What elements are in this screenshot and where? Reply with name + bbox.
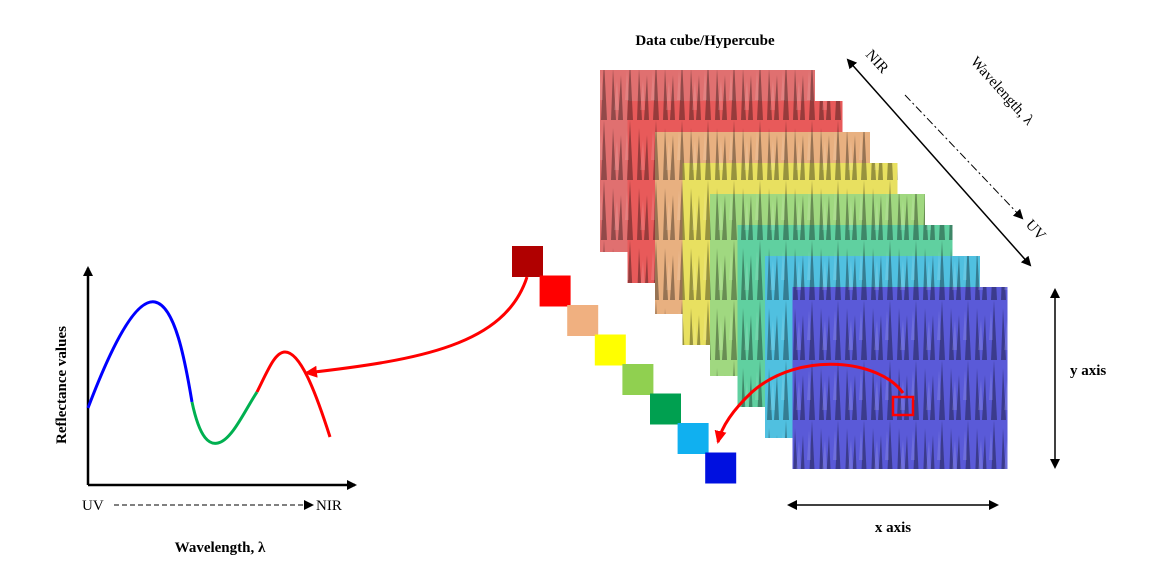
cube-layer-blue bbox=[792, 287, 1008, 469]
reflectance-plot: Reflectance values UV NIR Wavelength, λ bbox=[54, 266, 357, 556]
curve-uv-segment bbox=[86, 300, 194, 409]
pixel-square bbox=[594, 334, 626, 366]
pixel-to-spectrum-arrow bbox=[304, 276, 529, 378]
cube-wavelength-label: Wavelength, λ bbox=[967, 54, 1037, 129]
pixel-square bbox=[650, 393, 681, 425]
plot-y-label: Reflectance values bbox=[54, 326, 70, 444]
right-y-axis: y axis bbox=[1050, 288, 1106, 469]
right-x-axis: x axis bbox=[787, 500, 999, 536]
right-y-axis-label: y axis bbox=[1070, 363, 1106, 379]
plot-x-end-label: NIR bbox=[316, 498, 342, 514]
cube-title: Data cube/Hypercube bbox=[635, 33, 775, 49]
data-cube bbox=[600, 70, 1008, 469]
pixel-square bbox=[539, 275, 571, 307]
pixel-spectrum-squares bbox=[512, 246, 737, 484]
cube-uv-label: UV bbox=[1022, 217, 1048, 244]
pixel-square bbox=[622, 364, 654, 395]
cube-nir-label: NIR bbox=[862, 47, 891, 77]
cube-dashdot-arrow bbox=[904, 94, 1024, 220]
right-x-axis-label: x axis bbox=[875, 520, 911, 536]
selected-pixel-box bbox=[891, 395, 915, 417]
pixel-square bbox=[705, 452, 737, 484]
curve-nir-segment bbox=[255, 350, 332, 438]
pixel-square bbox=[512, 246, 543, 277]
pixel-square bbox=[567, 305, 599, 336]
cube-wavelength-line bbox=[846, 58, 1031, 266]
curve-mid-segment bbox=[190, 391, 259, 445]
plot-x-title: Wavelength, λ bbox=[175, 540, 266, 556]
pixel-square bbox=[677, 423, 709, 454]
cube-pixel-to-squares-arrow bbox=[714, 362, 905, 444]
cube-layer-texture bbox=[792, 287, 1008, 469]
plot-x-start-label: UV bbox=[82, 498, 104, 514]
